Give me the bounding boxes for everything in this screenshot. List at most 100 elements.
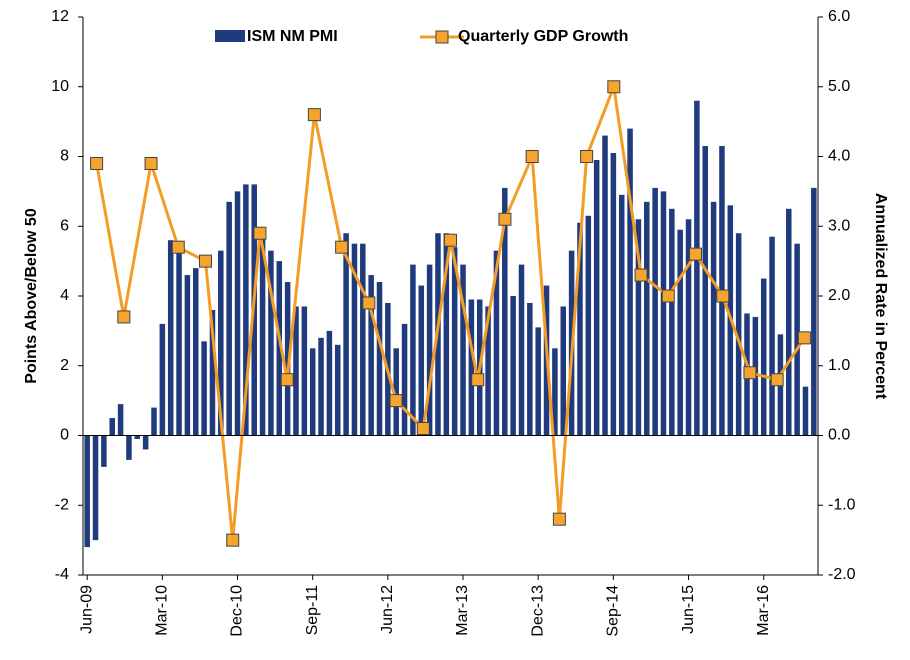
bar [502, 187, 508, 436]
bar [735, 233, 742, 436]
bar [84, 435, 90, 548]
marker [416, 422, 430, 436]
bar [560, 306, 567, 436]
bar [159, 323, 166, 436]
bar [92, 435, 99, 541]
bar [485, 306, 491, 436]
bar [786, 208, 792, 436]
bar [669, 208, 675, 436]
bar [301, 306, 308, 436]
y2-tick-label: 3.0 [828, 217, 850, 234]
bar [151, 407, 157, 436]
bar [769, 236, 775, 436]
x-tick-label: Sep-11 [304, 585, 321, 636]
bar [368, 275, 374, 436]
marker [117, 310, 131, 324]
bar [443, 233, 450, 436]
y-tick-label: 12 [51, 8, 69, 25]
y2-tick-label: 2.0 [828, 287, 850, 304]
marker [253, 226, 267, 240]
bar [142, 435, 149, 450]
marker [607, 80, 621, 94]
bar [518, 264, 525, 436]
bar [393, 348, 399, 436]
bar [201, 341, 207, 436]
bar [577, 222, 583, 436]
marker [743, 366, 757, 380]
y2-tick-label: -1.0 [828, 496, 856, 513]
bar [426, 264, 433, 436]
bar [318, 337, 324, 436]
marker [689, 247, 702, 261]
y-tick-label: 4 [60, 287, 69, 304]
bar [527, 302, 533, 436]
marker [389, 394, 403, 408]
y2-tick-label: 5.0 [828, 78, 850, 95]
x-tick-label: Mar-16 [755, 585, 772, 636]
marker [525, 150, 539, 163]
marker [661, 289, 675, 303]
y2-tick-label: 1.0 [828, 357, 850, 374]
bar [176, 247, 182, 436]
x-tick-label: Jun-09 [78, 585, 95, 634]
bar [309, 348, 316, 436]
bar [101, 435, 107, 467]
marker [552, 512, 566, 526]
marker [770, 373, 784, 387]
bar [460, 264, 466, 436]
y-tick-label: -2 [55, 496, 69, 513]
bar [418, 285, 425, 436]
bar [343, 233, 349, 436]
x-tick-label: Mar-13 [454, 585, 471, 636]
bar [351, 243, 358, 436]
bar [126, 435, 132, 460]
marker [634, 268, 648, 282]
bar [652, 187, 658, 436]
legend-label: Quarterly GDP Growth [458, 28, 628, 45]
bar [117, 404, 124, 436]
marker [226, 533, 240, 547]
x-tick-label: Jun-12 [379, 585, 396, 634]
bar [226, 201, 232, 436]
marker [280, 373, 294, 387]
marker [335, 240, 349, 254]
bar [610, 153, 617, 436]
bar [468, 299, 475, 436]
bar [694, 100, 700, 436]
x-tick-label: Mar-10 [154, 585, 171, 636]
bar [618, 194, 625, 436]
y2-tick-label: 6.0 [828, 8, 850, 25]
y-tick-label: 6 [60, 217, 69, 234]
marker [199, 254, 212, 268]
y-tick-label: 10 [51, 78, 69, 95]
x-tick-label: Dec-10 [229, 585, 246, 637]
y-tick-label: 0 [60, 427, 69, 444]
bar [259, 236, 266, 436]
bar [644, 201, 650, 436]
y2-tick-label: -2.0 [828, 566, 856, 583]
bar [268, 250, 274, 436]
marker [797, 331, 811, 345]
bar [794, 243, 800, 436]
bar [510, 296, 516, 436]
bar [760, 278, 767, 436]
bar [276, 261, 283, 436]
bar [326, 330, 333, 436]
marker [362, 296, 376, 310]
bar [209, 309, 216, 436]
bar [360, 243, 366, 436]
x-tick-label: Jun-15 [680, 585, 697, 634]
bar [635, 219, 642, 436]
marker [498, 212, 512, 226]
bar [585, 215, 592, 436]
y-tick-label: 8 [60, 148, 69, 165]
bar [243, 184, 249, 436]
legend-swatch [215, 30, 245, 42]
y2-tick-label: 4.0 [828, 148, 850, 165]
bar [535, 327, 541, 436]
marker [716, 289, 730, 303]
bar [811, 187, 817, 436]
bar [627, 128, 633, 436]
bar [376, 282, 383, 436]
